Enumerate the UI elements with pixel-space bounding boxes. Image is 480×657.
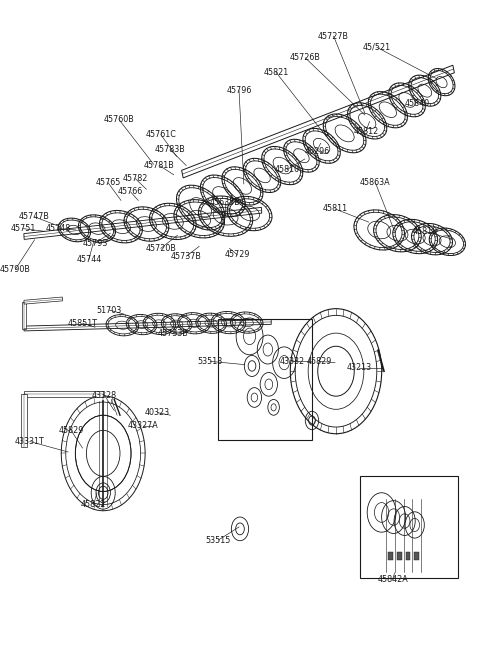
Bar [406, 552, 410, 560]
Bar [218, 319, 312, 440]
Text: 53515: 53515 [206, 535, 231, 545]
Text: 43331T: 43331T [15, 437, 45, 446]
Text: 45783B: 45783B [155, 145, 186, 154]
Text: 43328: 43328 [92, 391, 117, 400]
Polygon shape [24, 208, 262, 239]
Text: 45751: 45751 [11, 224, 36, 233]
Text: 45810: 45810 [275, 165, 300, 174]
Text: 45863A: 45863A [360, 178, 391, 187]
Text: 45790B: 45790B [0, 265, 31, 274]
Text: 51703: 51703 [97, 306, 122, 315]
Text: 45765: 45765 [96, 178, 120, 187]
Text: 45829: 45829 [307, 357, 332, 366]
Bar [360, 476, 458, 578]
Text: 45/521: 45/521 [363, 43, 391, 52]
Text: 45729: 45729 [225, 250, 251, 260]
Text: 45726B: 45726B [290, 53, 321, 62]
Polygon shape [24, 297, 62, 304]
Text: 45782: 45782 [123, 174, 148, 183]
Text: 45744: 45744 [76, 255, 101, 264]
Text: 45760B: 45760B [104, 115, 134, 124]
Text: 45766: 45766 [118, 187, 143, 196]
Text: 45829: 45829 [59, 426, 84, 435]
Polygon shape [181, 65, 455, 178]
Text: 45737B: 45737B [171, 252, 202, 261]
Text: 45720B: 45720B [145, 244, 176, 253]
Polygon shape [21, 394, 27, 447]
Text: 45781B: 45781B [144, 161, 175, 170]
Text: 45733B: 45733B [157, 329, 188, 338]
Text: 45748: 45748 [46, 224, 71, 233]
Text: 45727B: 45727B [318, 32, 349, 41]
Text: 40323: 40323 [145, 408, 170, 417]
Text: 43332: 43332 [279, 357, 304, 366]
Polygon shape [24, 319, 271, 331]
Text: 45840: 45840 [405, 99, 430, 108]
Text: 45635B: 45635B [209, 198, 240, 207]
Bar [388, 552, 393, 560]
Text: 45819: 45819 [412, 227, 437, 236]
Text: 45821: 45821 [264, 68, 288, 77]
Text: 45796: 45796 [227, 86, 252, 95]
Polygon shape [22, 302, 26, 328]
Text: 45812: 45812 [353, 127, 378, 136]
Text: 43327A: 43327A [128, 421, 158, 430]
Polygon shape [24, 392, 103, 397]
Text: 45747B: 45747B [19, 212, 50, 221]
Bar [414, 552, 419, 560]
Text: 45851T: 45851T [68, 319, 97, 328]
Text: 45822: 45822 [81, 500, 106, 509]
Text: 45761C: 45761C [145, 130, 176, 139]
Text: 46296: 46296 [304, 147, 329, 156]
Text: 45793: 45793 [83, 238, 108, 248]
Text: 45842A: 45842A [377, 575, 408, 584]
Bar [397, 552, 402, 560]
Text: 53513: 53513 [198, 357, 223, 366]
Text: 43213: 43213 [347, 363, 372, 373]
Text: 45811: 45811 [323, 204, 348, 214]
